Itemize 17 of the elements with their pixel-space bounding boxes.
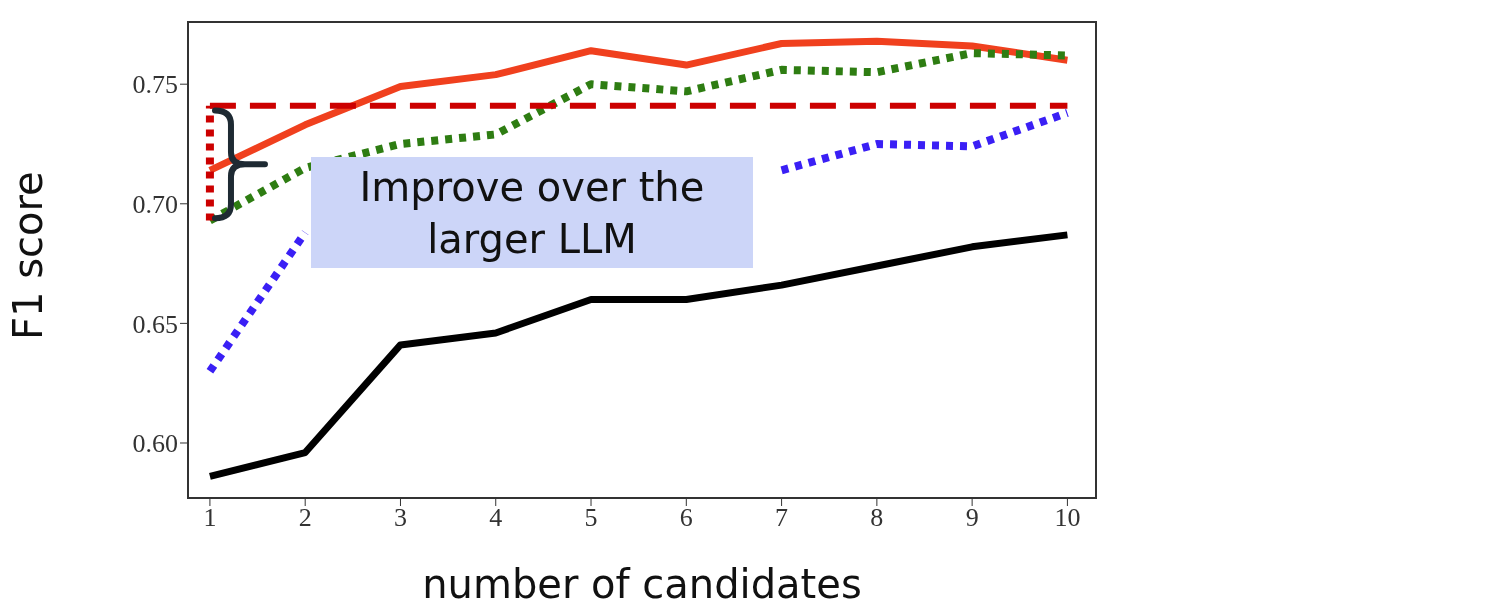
x-tick-label: 9	[965, 503, 979, 533]
y-tick-label: 0.65	[132, 309, 178, 339]
y-tick-label: 0.75	[132, 70, 178, 100]
y-tick-label: 0.70	[132, 190, 178, 220]
y-tick-label: 0.60	[132, 429, 178, 459]
x-tick-label: 7	[775, 503, 789, 533]
x-tick-label: 8	[870, 503, 884, 533]
x-tick-label: 5	[584, 503, 598, 533]
x-axis-title: number of candidates	[422, 561, 862, 607]
x-tick-label: 6	[679, 503, 693, 533]
x-tick-label: 10	[1054, 503, 1081, 533]
x-tick-label: 4	[489, 503, 503, 533]
x-tick-label: 3	[393, 503, 407, 533]
x-tick-label: 1	[203, 503, 217, 533]
x-tick-label: 2	[298, 503, 312, 533]
annotation: Improve over the larger LLM	[310, 157, 753, 269]
y-axis-title: F1 score	[5, 171, 52, 340]
